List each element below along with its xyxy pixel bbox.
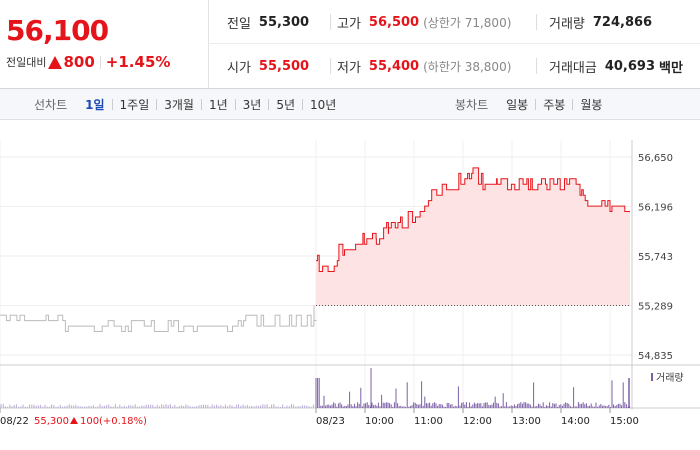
y-tick-label: 55,743 [638,252,673,263]
separator [111,98,113,110]
period-tab-1d[interactable]: 1일 [85,97,105,112]
separator [200,98,202,110]
y-tick-label: 56,196 [638,203,673,214]
x-tick-label: 08/23 [316,416,345,427]
stat-label: 거래량 [549,16,585,32]
up-triangle-icon [48,55,63,69]
stats-panel: 전일 55,300 고가 56,500 (상한가 71,800) 거래량 724… [210,0,700,88]
change-divider [99,55,101,69]
x-tick-label: 14:00 [561,416,590,427]
stat-high: 고가 56,500 (상한가 71,800) [337,0,511,44]
stat-sub: (상한가 71,800) [423,15,512,30]
chart-toolbar: 선차트 1일 1주일 3개월 1년 3년 5년 10년 봉차트 일봉 주봉 월봉 [0,89,700,120]
chart-grid [0,140,700,410]
stats-row-1: 전일 55,300 고가 56,500 (상한가 71,800) 거래량 724… [210,0,700,44]
candle-tab-monthly[interactable]: 월봉 [580,97,603,112]
divider [330,58,331,74]
stat-prev-close: 전일 55,300 [227,0,309,44]
period-tab-3y[interactable]: 3년 [242,97,262,112]
volume-legend: 거래량 [651,372,684,384]
y-tick-label: 55,289 [638,302,673,313]
period-tab-5y[interactable]: 5년 [276,97,296,112]
line-chart-periods: 선차트 1일 1주일 3개월 1년 3년 5년 10년 [34,89,340,119]
candle-chart-label: 봉차트 [455,97,489,112]
period-tab-1w[interactable]: 1주일 [119,97,150,112]
change-label: 전일대비 [6,56,47,69]
stat-label: 전일 [227,16,251,32]
divider [536,58,537,74]
quote-header: 56,100 전일대비 800 +1.45% 전일 55,300 고가 56,5… [0,0,700,89]
candle-tab-weekly[interactable]: 주봉 [543,97,566,112]
separator [535,98,537,110]
x-tick-label: 13:00 [512,416,541,427]
stat-label: 저가 [337,60,361,76]
today-area-fill [316,167,630,306]
change-row: 전일대비 800 +1.45% [6,53,170,71]
volume-legend-swatch [651,373,653,381]
stat-value: 55,500 [258,58,310,74]
separator [234,98,236,110]
prev-day-price-line [0,305,317,332]
x-tick-label: 10:00 [365,416,394,427]
x-axis-ticks: 08/22 08/23 10:00 11:00 12:00 13:00 14:00 15:00 [0,408,639,427]
stat-value: 55,300 [258,14,310,30]
stat-label: 시가 [227,60,251,76]
x-tick-label: 11:00 [414,416,443,427]
separator [268,98,270,110]
stat-sub: (하한가 38,800) [423,59,512,74]
stat-low: 저가 55,400 (하한가 38,800) [337,44,511,88]
stat-value: 55,400 [368,58,420,74]
x-tick-label: 12:00 [463,416,492,427]
today-price-line [316,167,630,272]
stat-label: 고가 [337,16,361,32]
prev-close-value: 55,300 [34,416,69,427]
prev-change-pct: (+0.18%) [99,416,147,427]
candle-tab-daily[interactable]: 일봉 [506,97,529,112]
period-tab-1y[interactable]: 1년 [208,97,228,112]
stat-unit: 백만 [659,60,683,76]
stats-row-2: 시가 55,500 저가 55,400 (하한가 38,800) 거래대금 40… [210,44,700,88]
line-chart-label: 선차트 [34,97,68,112]
y-tick-label: 54,835 [638,351,673,362]
stat-value: 724,866 [592,14,653,30]
candle-chart-periods: 봉차트 일봉 주봉 월봉 [455,89,606,119]
period-tab-3m[interactable]: 3개월 [164,97,194,112]
intraday-chart[interactable]: 56,650 56,196 55,743 55,289 54,835 거래량 08/22… [0,120,700,450]
separator [156,98,158,110]
volume-bars [0,368,631,408]
divider [330,14,331,30]
separator [302,98,304,110]
change-percent: +1.45% [105,53,171,71]
separator [572,98,574,110]
up-triangle-icon [70,417,78,424]
x-tick-label: 08/22 [0,416,29,427]
volume-legend-label: 거래량 [656,372,684,384]
current-price: 56,100 [6,14,109,47]
stat-value: 56,500 [368,14,420,30]
change-amount: 800 [63,53,95,71]
price-box: 56,100 전일대비 800 +1.45% [0,0,209,88]
stat-open: 시가 55,500 [227,44,309,88]
prev-day-summary: 55,300 100 (+0.18%) [34,416,147,427]
stat-label: 거래대금 [549,60,597,76]
stat-value: 40,693 [604,58,656,74]
divider [536,14,537,30]
y-tick-label: 56,650 [638,153,673,164]
x-tick-label: 15:00 [610,416,639,427]
period-tab-10y[interactable]: 10년 [310,97,337,112]
y-axis-ticks: 56,650 56,196 55,743 55,289 54,835 [638,153,673,362]
prev-change-value: 100 [80,416,99,427]
stat-trade-value: 거래대금 40,693 백만 [549,44,683,88]
stat-volume: 거래량 724,866 [549,0,652,44]
